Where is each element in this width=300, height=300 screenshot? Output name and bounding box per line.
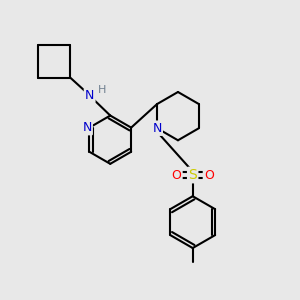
- Text: N: N: [82, 121, 92, 134]
- Text: N: N: [85, 89, 94, 102]
- Text: O: O: [204, 169, 214, 182]
- Text: N: N: [152, 122, 162, 135]
- Text: O: O: [172, 169, 182, 182]
- Text: H: H: [98, 85, 106, 95]
- Text: S: S: [188, 168, 197, 182]
